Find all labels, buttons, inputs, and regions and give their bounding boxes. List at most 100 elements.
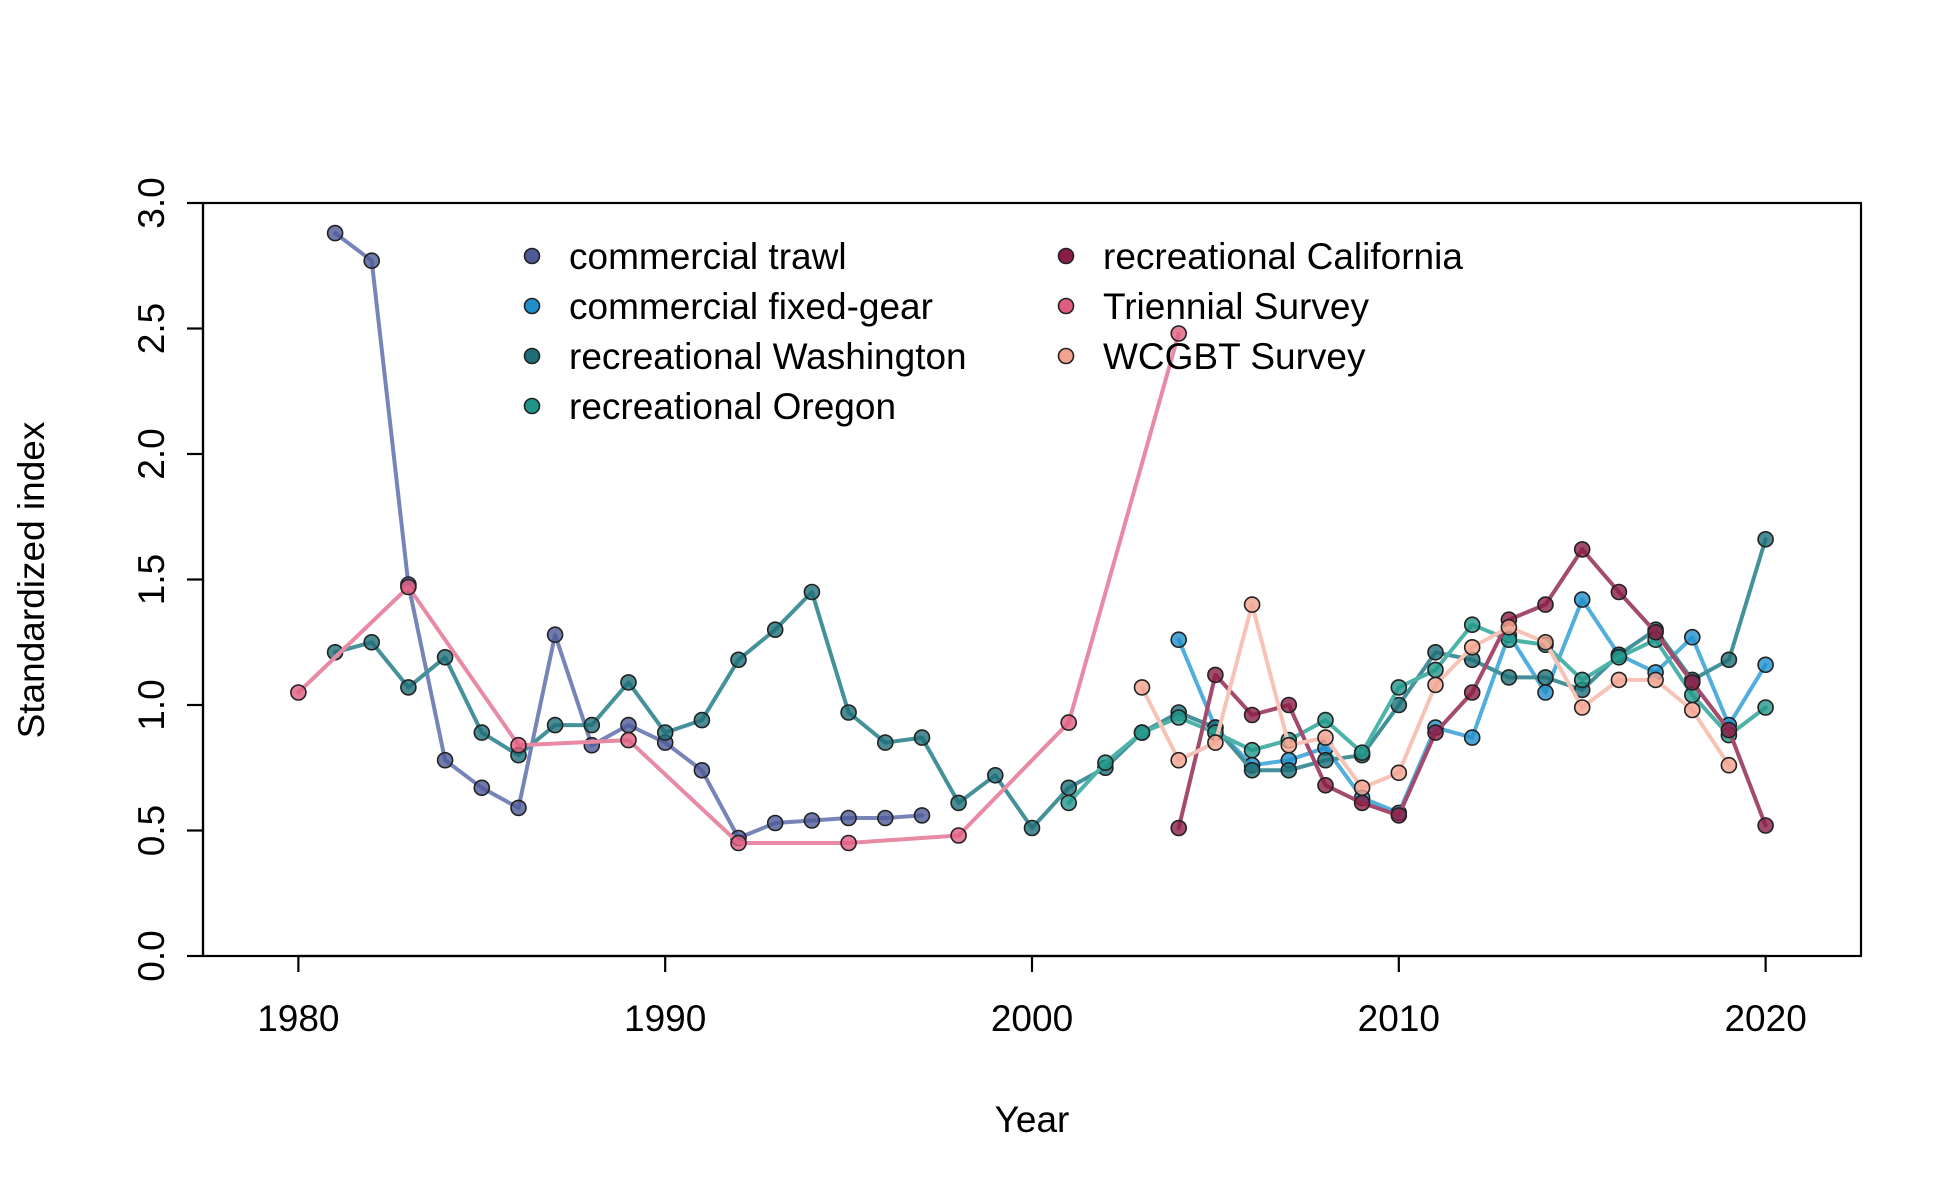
data-point [620, 731, 637, 749]
data-point [546, 716, 564, 734]
legend-item: commercial trawl [523, 236, 847, 277]
data-point [1243, 706, 1261, 724]
x-axis-label: Year [995, 1099, 1070, 1140]
data-point [1390, 807, 1408, 824]
series-5 [290, 325, 1187, 852]
data-point [1207, 734, 1224, 751]
data-point [1757, 530, 1774, 548]
data-point [1317, 751, 1334, 769]
data-point [1573, 591, 1591, 608]
legend-marker [1057, 297, 1075, 315]
data-point [290, 684, 307, 701]
data-point [1500, 669, 1518, 686]
data-point [1280, 736, 1298, 754]
data-point [840, 809, 857, 827]
legend-marker [523, 347, 541, 365]
data-point [1023, 819, 1041, 837]
data-point [730, 834, 747, 852]
data-point [730, 651, 747, 669]
data-point [1427, 661, 1444, 679]
data-point [1280, 696, 1298, 714]
data-point [1757, 817, 1774, 834]
data-point [473, 779, 491, 797]
legend-marker [523, 397, 541, 415]
data-point [1353, 779, 1371, 797]
data-point [693, 711, 711, 729]
data-point [1757, 699, 1774, 716]
legend-label: Triennial Survey [1103, 286, 1369, 327]
series-layer [290, 224, 1774, 852]
legend-item: recreational California [1057, 236, 1463, 277]
y-tick-label: 2.5 [131, 303, 172, 354]
data-point [1243, 761, 1261, 779]
x-tick-label: 2000 [991, 998, 1073, 1039]
legend-marker [1057, 347, 1075, 365]
series-3 [1060, 616, 1774, 812]
data-point [876, 734, 894, 751]
x-tick-label: 1990 [624, 998, 706, 1039]
data-point [1390, 696, 1408, 714]
data-point [510, 799, 527, 817]
data-point [1097, 754, 1114, 772]
legend-item: recreational Washington [523, 336, 967, 377]
y-axis: 0.0 0.5 1.0 1.5 2.0 2.5 3.0 [131, 177, 205, 982]
data-point [840, 704, 857, 721]
data-point [1573, 699, 1591, 716]
data-point [1317, 729, 1334, 746]
data-point [1757, 656, 1774, 674]
y-tick-label: 0.0 [131, 930, 172, 981]
data-point [620, 674, 637, 691]
data-point [620, 716, 637, 734]
data-point [1243, 741, 1261, 759]
legend-marker [523, 247, 541, 265]
data-point [1647, 623, 1664, 641]
data-point [1647, 671, 1664, 689]
legend-marker [523, 297, 541, 315]
data-point [1317, 776, 1334, 794]
data-point [1353, 744, 1371, 762]
data-point [1720, 721, 1738, 739]
data-point [1317, 711, 1334, 729]
data-point [656, 724, 674, 741]
legend: commercial trawl commercial fixed-gear rec… [523, 236, 1463, 427]
x-tick-label: 2020 [1724, 998, 1806, 1039]
legend-label: WCGBT Survey [1103, 336, 1366, 377]
data-point [1207, 666, 1224, 684]
series-line [333, 537, 1768, 830]
data-point [876, 809, 894, 827]
data-point [950, 794, 967, 812]
legend-label: commercial fixed-gear [569, 286, 933, 327]
legend-label: recreational California [1103, 236, 1463, 277]
x-axis: 1980 1990 2000 2010 2020 [257, 954, 1807, 1039]
data-point [1060, 779, 1077, 797]
data-point [1463, 638, 1481, 656]
data-point [1170, 325, 1187, 342]
data-point [510, 736, 527, 754]
data-point [1170, 709, 1187, 726]
data-point [1537, 596, 1554, 613]
data-point [693, 761, 711, 779]
y-axis-label: Standardized index [11, 421, 52, 738]
data-point [473, 724, 491, 741]
data-point [803, 583, 821, 601]
data-point [1060, 794, 1077, 812]
data-point [1573, 541, 1591, 558]
data-point [1537, 633, 1554, 651]
y-tick-label: 2.0 [131, 428, 172, 479]
data-point [1170, 819, 1187, 837]
data-point [986, 766, 1004, 784]
series-6 [1133, 596, 1738, 797]
legend-label: recreational Oregon [569, 386, 896, 427]
y-tick-label: 3.0 [131, 177, 172, 228]
data-point [1427, 643, 1444, 661]
data-point [400, 578, 417, 596]
data-point [1537, 684, 1554, 701]
data-point [1610, 671, 1628, 689]
data-point [1243, 596, 1261, 613]
data-point [363, 252, 381, 270]
data-point [1133, 679, 1151, 696]
data-point [1684, 674, 1701, 691]
data-point [766, 621, 784, 639]
data-point [803, 812, 821, 829]
